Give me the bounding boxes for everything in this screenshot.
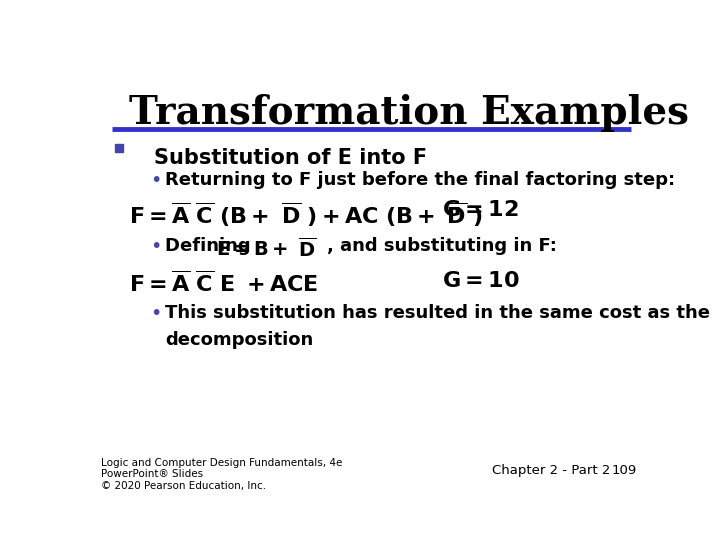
Text: $\mathbf{F = \overline{A}\ \overline{C}\ E\ + ACE}$: $\mathbf{F = \overline{A}\ \overline{C}\… — [129, 271, 318, 296]
Text: decomposition: decomposition — [166, 331, 314, 349]
Text: Chapter 2 - Part 2: Chapter 2 - Part 2 — [492, 463, 610, 477]
Text: This substitution has resulted in the same cost as the: This substitution has resulted in the sa… — [166, 304, 711, 322]
Text: © 2020 Pearson Education, Inc.: © 2020 Pearson Education, Inc. — [101, 481, 266, 491]
Text: •: • — [150, 238, 161, 256]
Text: 109: 109 — [612, 463, 637, 477]
Text: Substitution of E into F: Substitution of E into F — [154, 148, 427, 168]
Text: Defining: Defining — [166, 238, 257, 255]
Text: $\mathbf{E = B +\ \overline{D}}$: $\mathbf{E = B +\ \overline{D}}$ — [215, 238, 316, 261]
Text: $\mathbf{F = \overline{A}\ \overline{C}\ (B + \ \overline{D}\ ) + AC\ (B + \ \ov: $\mathbf{F = \overline{A}\ \overline{C}\… — [129, 200, 483, 229]
Text: $\mathbf{G = 10}$: $\mathbf{G = 10}$ — [441, 271, 519, 291]
Bar — [115, 144, 123, 152]
Text: •: • — [150, 304, 161, 323]
Text: , and substituting in F:: , and substituting in F: — [327, 238, 557, 255]
Text: Returning to F just before the final factoring step:: Returning to F just before the final fac… — [166, 171, 675, 189]
Text: PowerPoint® Slides: PowerPoint® Slides — [101, 469, 203, 480]
Text: Transformation Examples: Transformation Examples — [129, 94, 689, 132]
Text: •: • — [150, 171, 161, 190]
Text: $\mathbf{G = 12}$: $\mathbf{G = 12}$ — [441, 200, 518, 220]
Text: Logic and Computer Design Fundamentals, 4e: Logic and Computer Design Fundamentals, … — [101, 458, 343, 468]
